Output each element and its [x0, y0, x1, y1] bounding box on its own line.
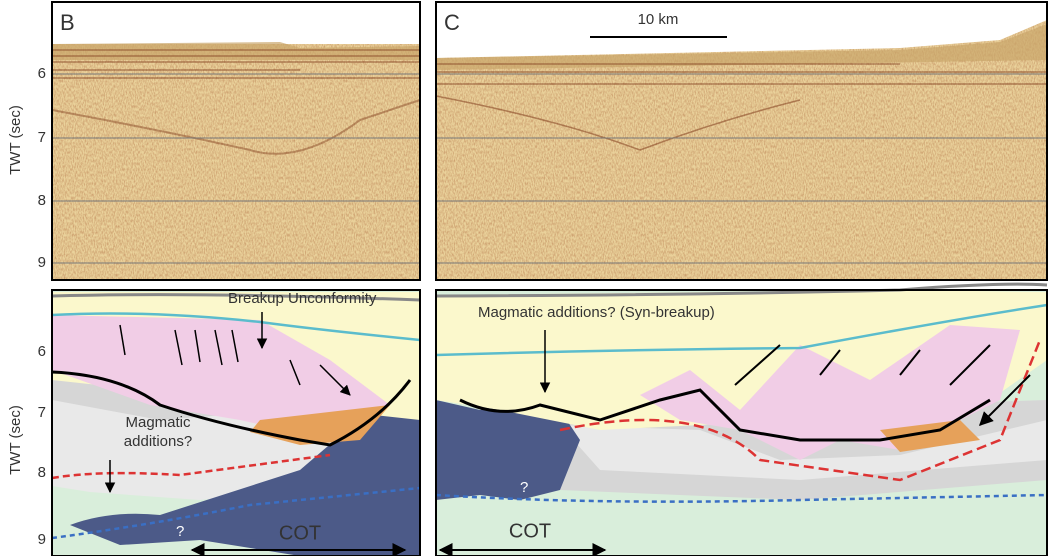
- seismic-b: B: [52, 2, 420, 280]
- annotation: COT: [509, 520, 551, 542]
- panel-label: C: [444, 10, 460, 35]
- seismic-c: C 10 km: [436, 2, 1047, 280]
- tick-label: 6: [38, 65, 46, 82]
- annotation: Magmatic additions? (Syn-breakup): [478, 304, 715, 321]
- annotation: ?: [520, 479, 528, 496]
- tick-label: 6: [38, 343, 46, 360]
- panel-label: B: [60, 10, 75, 35]
- annotation: COT: [279, 522, 321, 544]
- annotation: Breakup Unconformity: [228, 290, 377, 307]
- figure: B C 10 km TWT (sec) 6 7 8 9 Break: [0, 0, 1049, 556]
- tick-label: 7: [38, 129, 46, 146]
- annotation: Magmatic: [125, 414, 191, 431]
- tick-label: 8: [38, 464, 46, 481]
- tick-label: 8: [38, 192, 46, 209]
- interpretation-c: Magmatic additions? (Syn-breakup) ? COT: [436, 284, 1047, 556]
- scale-bar-label: 10 km: [638, 11, 679, 28]
- axis-label: TWT (sec): [7, 405, 24, 475]
- tick-label: 9: [38, 254, 46, 271]
- tick-label: 7: [38, 404, 46, 421]
- annotation: additions?: [124, 433, 192, 450]
- tick-label: 9: [38, 531, 46, 548]
- axis-label: TWT (sec): [7, 105, 24, 175]
- annotation: ?: [176, 523, 184, 540]
- interpretation-b: Breakup Unconformity Magmatic additions?…: [52, 290, 420, 556]
